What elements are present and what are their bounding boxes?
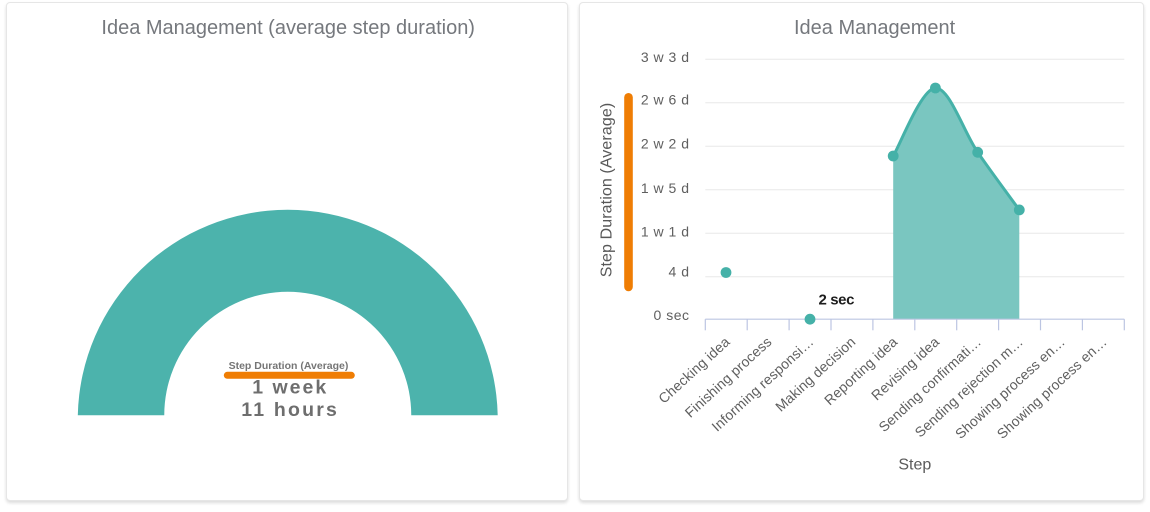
svg-text:2 w 2 d: 2 w 2 d bbox=[641, 136, 690, 152]
svg-text:Checking idea: Checking idea bbox=[655, 333, 733, 406]
svg-text:Idea Management (average step: Idea Management (average step duration) bbox=[101, 17, 475, 39]
svg-text:0 sec: 0 sec bbox=[654, 307, 690, 323]
svg-text:1 w 5 d: 1 w 5 d bbox=[641, 180, 690, 196]
svg-text:1 w 1 d: 1 w 1 d bbox=[641, 224, 690, 240]
svg-text:4 d: 4 d bbox=[669, 264, 690, 280]
svg-text:Step Duration (Average): Step Duration (Average) bbox=[229, 360, 349, 372]
svg-text:Reporting idea: Reporting idea bbox=[821, 333, 901, 408]
svg-text:Step: Step bbox=[898, 457, 931, 474]
svg-text:1 week: 1 week bbox=[252, 377, 328, 399]
svg-text:Step Duration (Average): Step Duration (Average) bbox=[599, 103, 616, 278]
svg-text:Idea Management: Idea Management bbox=[794, 17, 956, 39]
svg-text:2 w 6 d: 2 w 6 d bbox=[641, 92, 690, 108]
svg-text:11 hours: 11 hours bbox=[241, 399, 339, 421]
svg-text:2 sec: 2 sec bbox=[819, 292, 855, 309]
svg-text:3 w 3 d: 3 w 3 d bbox=[641, 49, 690, 65]
